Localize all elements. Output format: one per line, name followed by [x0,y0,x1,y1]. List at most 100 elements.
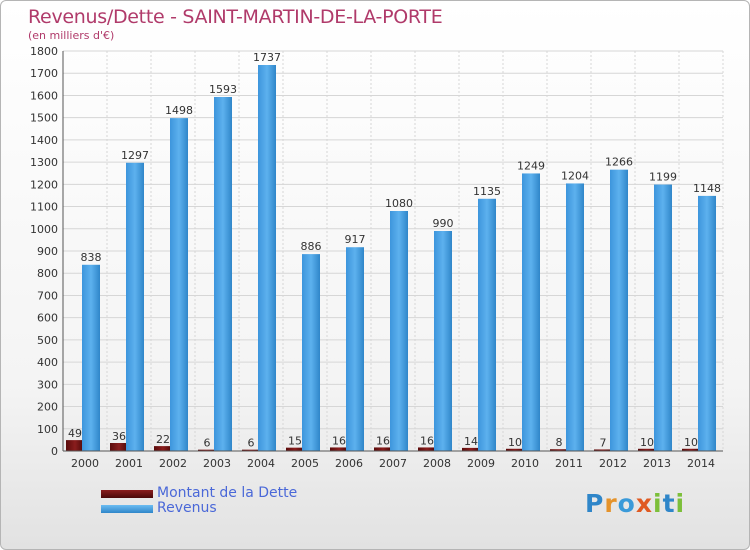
bar-revenus [126,162,144,451]
y-tick-label: 1400 [30,134,58,147]
y-tick-label: 0 [51,445,58,458]
bar-dette [110,443,128,451]
y-tick-label: 300 [37,378,58,391]
bar-revenus [610,169,628,451]
value-label-dette: 16 [332,434,346,447]
value-label-revenus: 1498 [165,104,193,117]
bar-dette [242,449,260,451]
y-tick-label: 1500 [30,112,58,125]
x-tick-label: 2002 [159,457,187,470]
y-tick-label: 600 [37,312,58,325]
value-label-dette: 16 [376,434,390,447]
value-label-dette: 10 [640,436,654,449]
value-label-revenus: 1737 [253,51,281,64]
bar-dette [198,449,216,451]
y-tick-label: 1600 [30,89,58,102]
value-label-revenus: 886 [301,240,322,253]
bar-dette [682,448,700,451]
value-label-dette: 7 [600,436,607,449]
value-label-dette: 15 [288,435,302,448]
x-tick-label: 2014 [687,457,715,470]
bar-revenus [258,65,276,451]
value-label-revenus: 1297 [121,149,149,162]
x-tick-label: 2006 [335,457,363,470]
x-tick-label: 2013 [643,457,671,470]
x-tick-label: 2003 [203,457,231,470]
value-label-revenus: 990 [433,217,454,230]
x-tick-label: 2007 [379,457,407,470]
value-label-dette: 6 [204,437,211,450]
y-tick-label: 1000 [30,223,58,236]
x-tick-label: 2000 [71,457,99,470]
x-tick-label: 2010 [511,457,539,470]
y-tick-label: 800 [37,267,58,280]
bar-dette [594,449,612,451]
value-label-dette: 36 [112,430,126,443]
value-label-dette: 10 [508,436,522,449]
y-tick-label: 700 [37,289,58,302]
bar-dette [418,447,436,451]
value-label-revenus: 1204 [561,169,589,182]
x-tick-label: 2008 [423,457,451,470]
bar-dette [462,447,480,451]
value-label-dette: 14 [464,435,478,448]
value-label-dette: 6 [248,437,255,450]
bar-dette [550,449,568,451]
bar-revenus [170,118,188,451]
y-tick-label: 100 [37,423,58,436]
y-tick-label: 1100 [30,201,58,214]
bar-revenus [346,247,364,451]
bar-revenus [214,97,232,451]
value-label-dette: 22 [156,433,170,446]
value-label-revenus: 1135 [473,185,501,198]
bar-revenus [698,195,716,451]
bar-dette [506,448,524,451]
bar-dette [154,446,172,451]
bar-revenus [522,173,540,451]
bar-dette [66,440,84,451]
y-tick-label: 1800 [30,45,58,58]
bar-dette [374,447,392,451]
bar-revenus [566,183,584,451]
bar-revenus [434,231,452,451]
bar-dette [638,448,656,451]
y-tick-label: 1200 [30,178,58,191]
bar-revenus [82,264,100,451]
x-tick-label: 2005 [291,457,319,470]
value-label-revenus: 838 [81,251,102,264]
bar-dette [330,447,348,451]
bar-revenus [478,198,496,451]
y-tick-label: 500 [37,334,58,347]
value-label-dette: 10 [684,436,698,449]
x-tick-label: 2009 [467,457,495,470]
proxiti-logo: Proxiti [585,489,686,518]
x-tick-label: 2012 [599,457,627,470]
value-label-revenus: 1148 [693,182,721,195]
y-tick-label: 900 [37,245,58,258]
x-tick-label: 2001 [115,457,143,470]
x-tick-label: 2011 [555,457,583,470]
legend-label-revenus: Revenus [157,500,217,516]
legend-swatch-revenus [101,505,153,513]
chart-subtitle: (en milliers d'€) [28,29,115,42]
bar-revenus [302,254,320,451]
value-label-revenus: 917 [345,233,366,246]
value-label-revenus: 1249 [517,159,545,172]
bar-dette [286,447,304,451]
value-label-revenus: 1593 [209,83,237,96]
value-label-revenus: 1199 [649,171,677,184]
legend-swatch-dette [101,490,153,498]
y-tick-label: 200 [37,401,58,414]
value-label-dette: 49 [68,427,82,440]
bar-revenus [654,184,672,452]
bar-revenus [390,211,408,451]
y-tick-label: 400 [37,356,58,369]
value-label-dette: 16 [420,434,434,447]
chart-title: Revenus/Dette - SAINT-MARTIN-DE-LA-PORTE [28,6,443,28]
legend-label-dette: Montant de la Dette [157,485,298,501]
y-tick-label: 1700 [30,67,58,80]
x-tick-label: 2004 [247,457,275,470]
value-label-revenus: 1266 [605,156,633,169]
